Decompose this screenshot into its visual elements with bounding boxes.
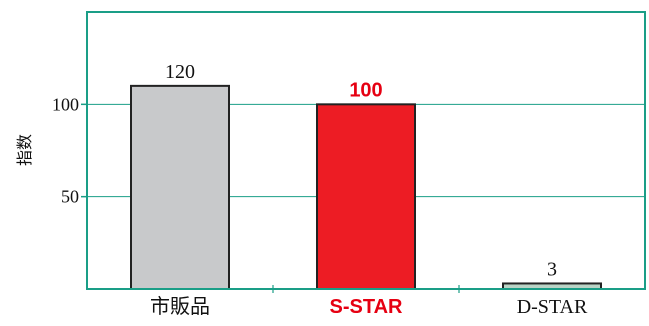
category-label-1: 市販品: [150, 295, 210, 318]
data-label-1: 120: [165, 61, 195, 83]
bar-1: [130, 84, 230, 290]
y-axis-label: 指数: [15, 134, 34, 166]
y-tick-label-100: 100: [52, 94, 79, 114]
y-tick-label-50: 50: [61, 187, 79, 207]
bars-layer: [130, 84, 602, 291]
category-label-2: S-STAR: [330, 296, 404, 318]
bar-2: [316, 103, 416, 291]
labels-layer: 50 100 120 市販品 100 S-STAR 3 D-STAR: [52, 61, 588, 318]
data-label-3: 3: [547, 258, 557, 280]
data-label-2: 100: [349, 79, 382, 101]
category-label-3: D-STAR: [517, 296, 588, 318]
